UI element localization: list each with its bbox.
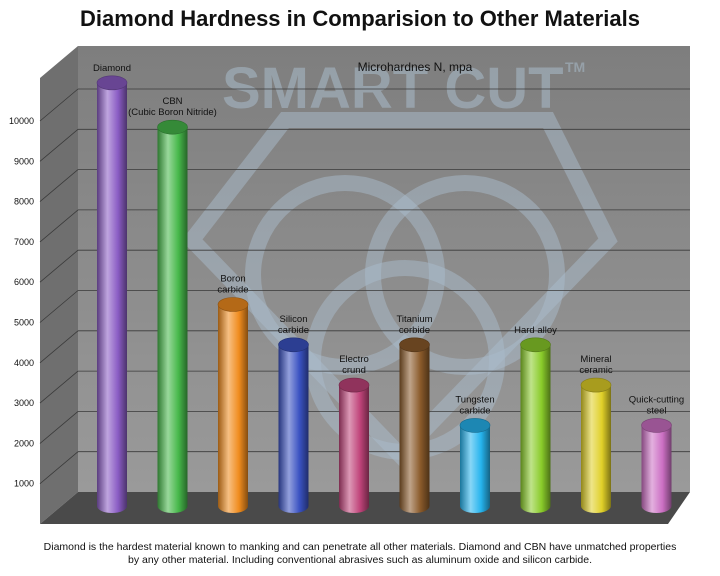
bar-label: Tungsten carbide (455, 394, 494, 416)
bar-body (399, 344, 430, 514)
bars (96, 75, 672, 514)
y-tick-label: 8000 (14, 197, 34, 207)
bar-top (399, 337, 430, 353)
gridline-side (39, 88, 79, 122)
bar (338, 377, 370, 513)
bar-label: Electro crund (339, 354, 369, 376)
bar (399, 337, 430, 514)
bar (580, 377, 612, 513)
bar-top (217, 297, 249, 312)
gridline-side (39, 209, 79, 243)
bar-body (218, 304, 248, 513)
bar-label: Titanium corbide (396, 314, 432, 336)
bar-top (157, 119, 188, 135)
gridline-side (39, 330, 79, 364)
bar-body (641, 425, 672, 514)
bar-body (581, 385, 611, 513)
bar-label: Hard alloy (514, 325, 557, 336)
bar-body (520, 344, 551, 514)
bar (641, 418, 672, 514)
bar-body (157, 127, 188, 514)
bar (217, 297, 249, 513)
y-tick-label: 3000 (14, 398, 34, 408)
y-tick-label: 1000 (14, 479, 34, 489)
bar (157, 119, 188, 514)
bar-label: CBN (Cubic Boron Nitride) (128, 96, 217, 118)
watermark-tm: TM (565, 59, 585, 75)
bar-label: Diamond (93, 63, 131, 74)
bar-top (520, 337, 551, 353)
y-tick-label: 10000 (9, 116, 34, 126)
gridline-side (39, 451, 79, 485)
chart-subtitle: Microhardnes N, mpa (358, 60, 473, 74)
bar (278, 337, 309, 514)
gridline-side (39, 290, 79, 323)
watermark-text: SMART CUT (222, 56, 564, 121)
bar-label: Mineral ceramic (579, 354, 613, 376)
y-tick-label: 6000 (14, 277, 34, 287)
gridline-side (39, 249, 79, 283)
y-tick-label: 4000 (14, 358, 34, 368)
bar-body (278, 344, 309, 514)
bar-labels: Diamond CBN (Cubic Boron Nitride) Boron carb… (93, 63, 684, 417)
bar-body (460, 425, 490, 513)
bar-label: Quick-cutting steel (629, 394, 684, 416)
bar-body (339, 385, 369, 513)
gridline-side (39, 169, 79, 202)
bar-top (96, 75, 128, 91)
bar-top (641, 418, 672, 433)
gridline-side (39, 128, 79, 162)
left-wall (40, 46, 78, 524)
bar (520, 337, 551, 514)
bar (96, 75, 128, 513)
bar-label: Boron carbide (217, 274, 248, 296)
chart-title: Diamond Hardness in Comparision to Other… (80, 6, 640, 31)
gridline-side (39, 411, 79, 444)
bar (459, 418, 491, 513)
y-tick-label: 5000 (14, 318, 34, 328)
y-tick-label: 7000 (14, 237, 34, 247)
watermark: SMART CUT TM (181, 56, 618, 467)
y-tick-label: 9000 (14, 156, 34, 166)
y-tick-label: 2000 (14, 438, 34, 448)
gridline-side (39, 370, 79, 404)
bar-top (580, 377, 612, 393)
bar-top (459, 418, 491, 433)
bar-body (97, 82, 127, 513)
y-axis-ticks: 1000 2000 3000 4000 5000 6000 7000 8000 9000 1000… (9, 116, 34, 489)
chart-caption: Diamond is the hardest material known to… (43, 541, 677, 566)
bar-label: Silicon carbide (278, 314, 309, 336)
bar-top (338, 377, 370, 393)
bar-top (278, 337, 309, 353)
